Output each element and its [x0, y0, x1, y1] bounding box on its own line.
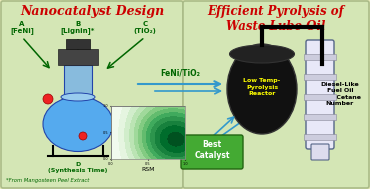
Text: Best
Catalyst: Best Catalyst	[194, 140, 230, 160]
FancyBboxPatch shape	[66, 39, 90, 49]
Bar	[304, 54, 336, 60]
Circle shape	[79, 132, 87, 140]
FancyBboxPatch shape	[58, 49, 98, 65]
Bar	[304, 74, 336, 80]
Bar	[304, 134, 336, 140]
Ellipse shape	[43, 97, 113, 152]
FancyBboxPatch shape	[311, 144, 329, 160]
Circle shape	[43, 94, 53, 104]
Ellipse shape	[227, 44, 297, 134]
Text: B
[Lignin]*: B [Lignin]*	[61, 21, 95, 34]
Text: Efficient Pyrolysis of
Waste Lube Oil: Efficient Pyrolysis of Waste Lube Oil	[208, 5, 344, 33]
FancyBboxPatch shape	[306, 40, 334, 149]
Text: Nanocatalyst Design: Nanocatalyst Design	[20, 5, 164, 18]
Text: D
(Synthesis Time): D (Synthesis Time)	[48, 162, 108, 173]
Bar	[304, 114, 336, 120]
FancyBboxPatch shape	[64, 65, 92, 97]
Text: Diesel-Like
Fuel Oil
High Cetane
Number: Diesel-Like Fuel Oil High Cetane Number	[319, 82, 361, 106]
Bar	[304, 94, 336, 100]
Text: *From Mangosteen Peel Extract: *From Mangosteen Peel Extract	[6, 178, 89, 183]
Text: FeNi/TiO₂: FeNi/TiO₂	[160, 68, 200, 77]
FancyBboxPatch shape	[1, 1, 183, 188]
Text: C
(TiO₂): C (TiO₂)	[134, 21, 157, 33]
Text: A
[FeNi]: A [FeNi]	[10, 21, 34, 34]
Ellipse shape	[229, 45, 295, 63]
FancyBboxPatch shape	[183, 1, 369, 188]
Text: Low Temp-
Pyrolysis
Reactor: Low Temp- Pyrolysis Reactor	[243, 78, 280, 96]
X-axis label: RSM: RSM	[141, 167, 155, 172]
FancyBboxPatch shape	[181, 135, 243, 169]
Ellipse shape	[61, 93, 95, 101]
